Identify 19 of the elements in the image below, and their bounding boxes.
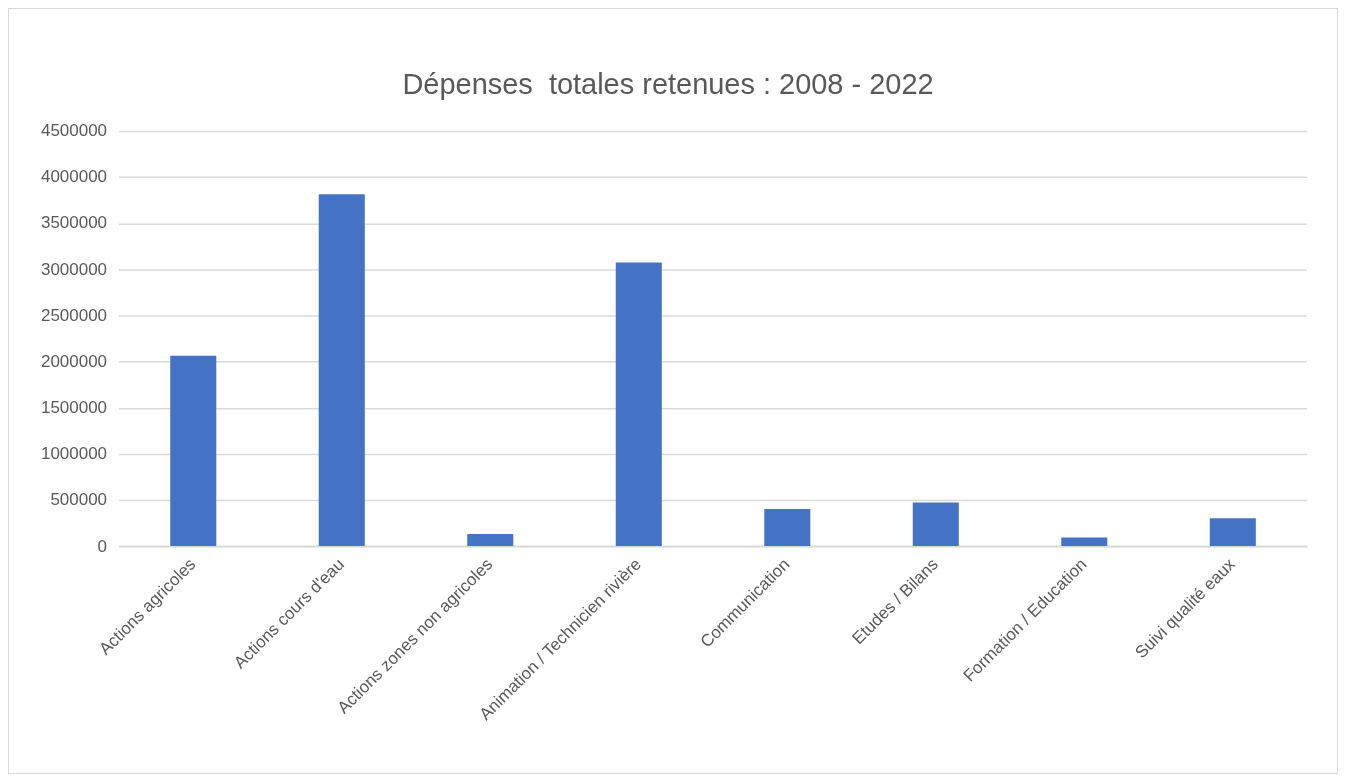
y-tick-label: 2000000 (41, 351, 108, 371)
y-tick-label: 4000000 (41, 167, 108, 187)
bar (467, 533, 514, 547)
y-tick-label: 0 (97, 536, 108, 556)
bar (1061, 537, 1108, 547)
y-tick-label: 500000 (50, 490, 108, 510)
bar (170, 355, 217, 547)
y-tick-label: 4500000 (41, 121, 108, 141)
chart-title: Dépenses totales retenues : 2008 - 2022 (402, 68, 934, 101)
bar (318, 194, 365, 547)
bar (764, 508, 811, 547)
y-tick-label: 2500000 (41, 305, 108, 325)
bar (1209, 518, 1256, 547)
bar (615, 262, 662, 547)
bar (912, 502, 959, 547)
y-tick-label: 3500000 (41, 213, 108, 233)
y-tick-label: 1000000 (41, 444, 108, 464)
y-tick-label: 3000000 (41, 259, 108, 279)
y-tick-label: 1500000 (41, 398, 108, 418)
